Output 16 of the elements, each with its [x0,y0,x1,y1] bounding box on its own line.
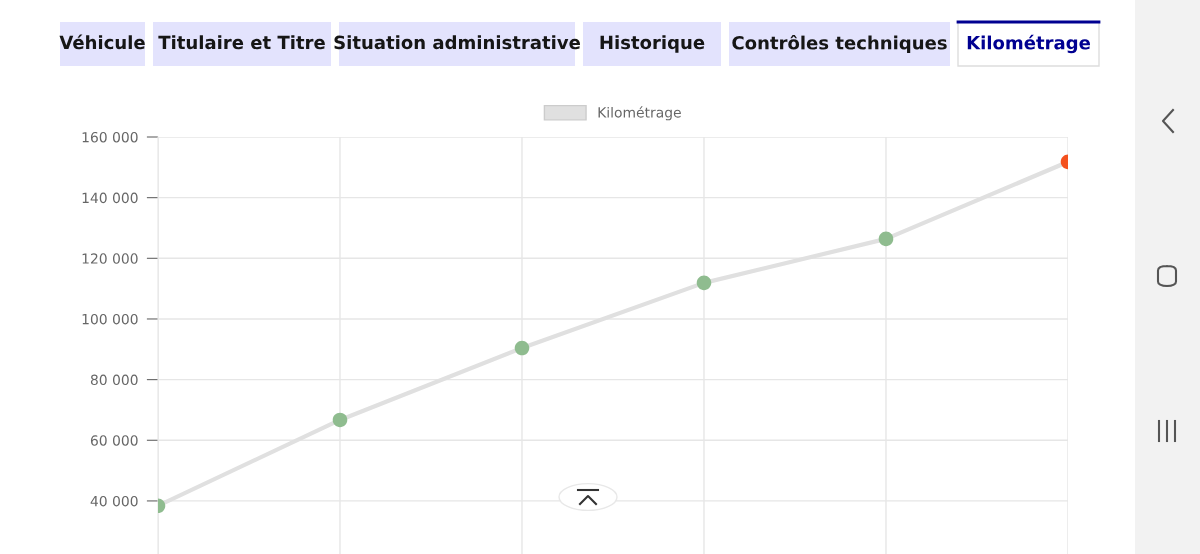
text: Titulaire et Titre [158,35,325,50]
y-tick-label: 80 000 [90,374,138,386]
text: Contrôles techniques [732,34,947,54]
text: Kilométrage [967,34,1090,54]
y-tick-label: 160 000 [82,131,138,143]
y-tick-label: 60 000 [90,435,138,446]
y-tick-label: 140 000 [82,192,138,204]
text: Historique [600,35,705,53]
text: Véhicule [59,34,145,50]
legend-label: Kilométrage [598,106,681,121]
text: Situation administrative [334,35,580,50]
y-tick-label: 120 000 [82,253,138,264]
y-tick-label: 40 000 [90,495,138,507]
y-tick-label: 100 000 [82,313,138,325]
point [696,275,712,291]
point [514,340,530,356]
